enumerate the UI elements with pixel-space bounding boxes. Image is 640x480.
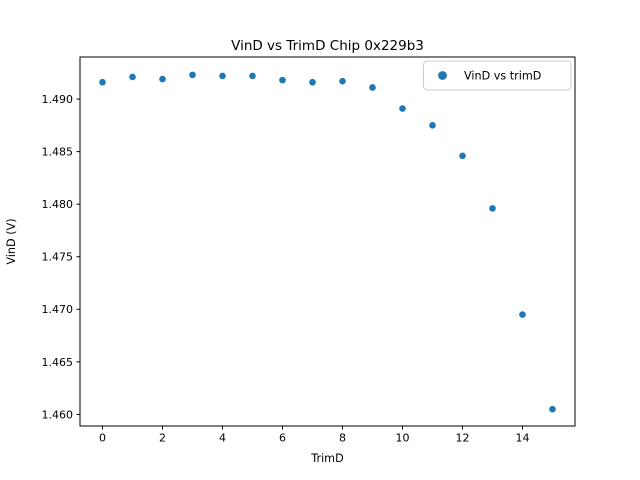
plot-area: [80, 57, 575, 426]
data-point: [279, 76, 286, 84]
x-axis-label: TrimD: [310, 452, 343, 465]
data-point: [159, 75, 166, 83]
legend-label: VinD vs trimD: [464, 70, 541, 83]
data-point: [489, 205, 496, 212]
x-axis-ticks: 0 2 4 6 8 10 12 14: [99, 426, 530, 445]
x-tick-label: 8: [339, 432, 346, 445]
y-axis-label: VinD (V): [5, 218, 18, 264]
legend-frame: [423, 60, 572, 91]
data-point: [99, 78, 106, 86]
x-tick-label: 12: [456, 432, 470, 445]
x-tick-label: 10: [396, 432, 410, 445]
data-point: [429, 122, 436, 129]
data-point: [399, 105, 406, 112]
data-point: [309, 78, 316, 86]
data-points: [99, 71, 556, 413]
x-tick-label: 0: [99, 432, 106, 445]
y-tick-label: 1.475: [42, 251, 74, 264]
y-tick-label: 1.470: [42, 303, 74, 316]
data-point: [339, 77, 346, 85]
x-tick-label: 6: [279, 432, 286, 445]
data-point: [129, 73, 136, 81]
legend-marker-icon: [438, 71, 447, 80]
data-point: [249, 72, 256, 80]
y-tick-label: 1.490: [42, 93, 74, 106]
y-tick-label: 1.465: [42, 356, 74, 369]
chart-title: VinD vs TrimD Chip 0x229b3: [231, 38, 424, 54]
x-tick-label: 4: [219, 432, 226, 445]
data-point: [219, 72, 226, 80]
data-point: [549, 405, 556, 413]
axes-spines: [79, 56, 576, 427]
y-tick-label: 1.485: [42, 146, 74, 159]
data-point: [519, 311, 526, 318]
y-tick-label: 1.480: [42, 198, 74, 211]
y-tick-label: 1.460: [42, 408, 74, 421]
data-point: [369, 84, 376, 91]
x-tick-label: 2: [159, 432, 166, 445]
y-axis-ticks: 1.460 1.465 1.470 1.475 1.480 1.485 1.490: [42, 93, 80, 421]
x-tick-label: 14: [516, 432, 530, 445]
data-point: [459, 152, 466, 160]
data-point: [189, 71, 196, 79]
legend: VinD vs trimD: [423, 60, 572, 91]
